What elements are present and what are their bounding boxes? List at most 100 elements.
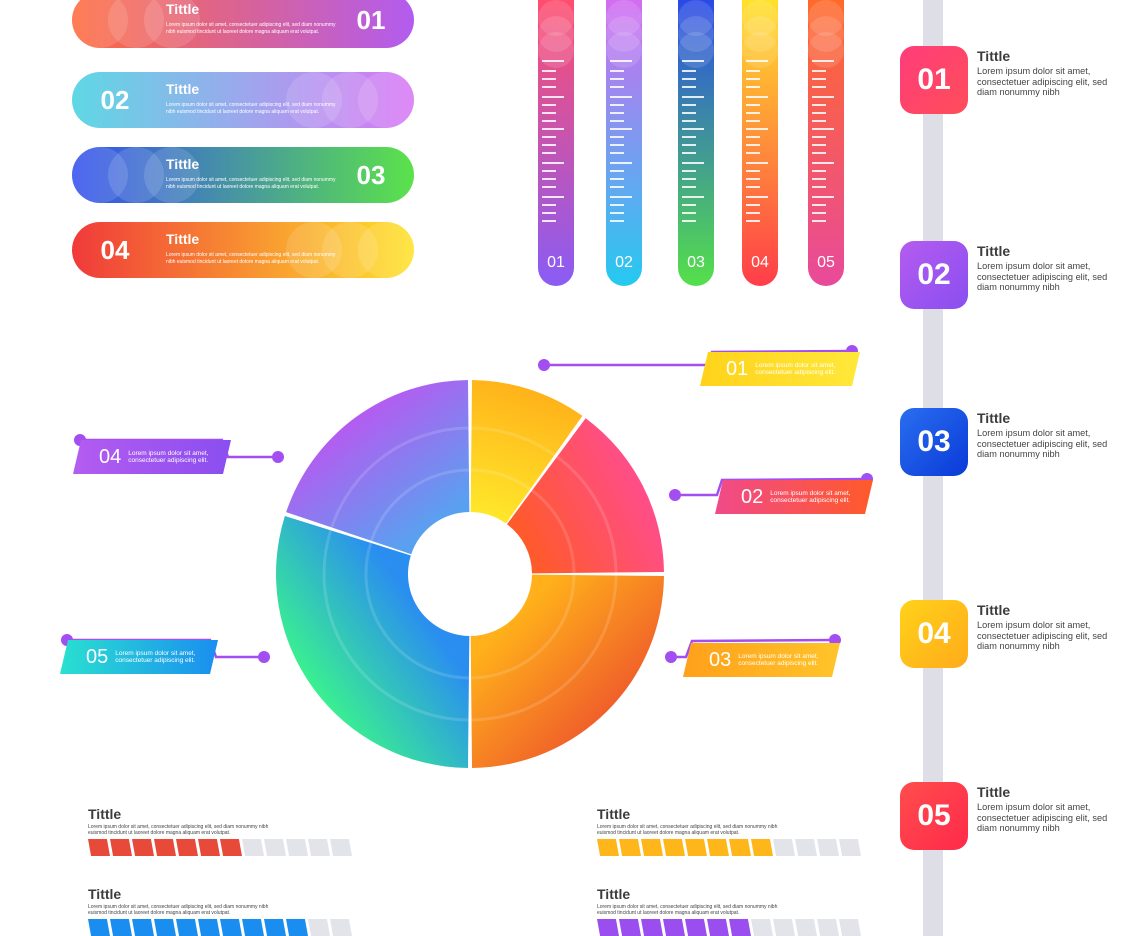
thermometer-tick xyxy=(746,220,760,222)
callout-01: 01 Lorem ipsum dolor sit amet, consectet… xyxy=(700,352,860,386)
progress-segment-filled xyxy=(198,839,220,856)
thermometer-03: 03 xyxy=(678,0,714,286)
thermometer-tick xyxy=(682,196,704,198)
thermometer-02: 02 xyxy=(606,0,642,286)
progress-bar xyxy=(597,839,867,856)
thermometer-tick xyxy=(746,136,760,138)
progress-title: Tittle xyxy=(597,806,631,822)
thermometer-tick xyxy=(746,196,768,198)
progress-segment-filled xyxy=(663,919,685,936)
thermometer-tick xyxy=(812,152,826,154)
callout-number: 04 xyxy=(99,445,122,468)
timeline-badge: 01 xyxy=(900,46,968,114)
progress-segment-filled xyxy=(220,839,242,856)
progress-segment-filled xyxy=(641,919,663,936)
timeline-badge: 04 xyxy=(900,600,968,668)
progress-segment-filled xyxy=(729,839,751,856)
donut-segment-01 xyxy=(470,380,583,524)
timeline-text: Lorem ipsum dolor sit amet, consectetuer… xyxy=(977,428,1108,459)
thermometer-tick xyxy=(682,170,696,172)
thermometer-tick xyxy=(542,78,556,80)
banner-number: 01 xyxy=(356,4,386,35)
thermometer-tick xyxy=(610,60,632,62)
thermometer-tick xyxy=(682,78,696,80)
progress-item-red: Tittle Lorem ipsum dolor sit amet, conse… xyxy=(88,806,358,856)
callout-text: Lorem ipsum dolor sit amet, consectetuer… xyxy=(770,489,851,504)
callout-text: Lorem ipsum dolor sit amet, consectetuer… xyxy=(128,449,209,464)
thermometer-tick xyxy=(812,204,826,206)
timeline-title: Tittle xyxy=(977,784,1011,800)
progress-text: Lorem ipsum dolor sit amet, consectetuer… xyxy=(597,904,778,916)
progress-segment-filled xyxy=(729,919,751,936)
progress-segment-filled xyxy=(707,919,729,936)
callout-number: 03 xyxy=(709,648,732,671)
progress-segment-empty xyxy=(330,919,352,936)
progress-segment-empty xyxy=(773,919,795,936)
thermometer-tick xyxy=(542,104,556,106)
thermometer-tick xyxy=(610,170,624,172)
thermometer-cap xyxy=(808,16,844,52)
thermometer-tick xyxy=(682,178,696,180)
callout-text: Lorem ipsum dolor sit amet, consectetuer… xyxy=(738,652,819,667)
thermometer-cap xyxy=(606,32,642,68)
callout-number: 05 xyxy=(86,645,109,668)
progress-segment-empty xyxy=(839,839,861,856)
progress-segment-filled xyxy=(198,919,220,936)
callout-05: 05 Lorem ipsum dolor sit amet, consectet… xyxy=(60,640,218,674)
timeline-text: Lorem ipsum dolor sit amet, consectetuer… xyxy=(977,261,1108,292)
thermometer-tick xyxy=(812,162,834,164)
progress-segment-empty xyxy=(773,839,795,856)
donut-segment-02 xyxy=(506,418,664,574)
callout-text: Lorem ipsum dolor sit amet, consectetuer… xyxy=(115,649,196,664)
progress-segment-filled xyxy=(154,919,176,936)
thermometer-tick xyxy=(610,86,624,88)
thermometer-tick xyxy=(682,144,696,146)
thermometer-tick xyxy=(746,96,768,98)
thermometer-tick xyxy=(542,128,564,130)
thermometer-tick xyxy=(610,144,624,146)
thermometer-number: 02 xyxy=(615,254,633,271)
thermometer-tick xyxy=(746,128,768,130)
donut-ring xyxy=(330,426,469,528)
thermometer-cap xyxy=(742,32,778,68)
thermometer-tick xyxy=(812,60,834,62)
thermometer-number: 05 xyxy=(817,254,835,271)
thermometer-tick xyxy=(542,136,556,138)
thermometer-group: 01 02 03 04 05 xyxy=(538,0,844,290)
banner-item-02: 02 Tittle Lorem ipsum dolor sit amet, co… xyxy=(72,72,414,128)
progress-segment-filled xyxy=(751,839,773,856)
thermometer-tick xyxy=(610,196,632,198)
thermometer-tick xyxy=(542,96,564,98)
progress-segment-filled xyxy=(597,919,619,936)
progress-segment-filled xyxy=(242,919,264,936)
thermometer-cap xyxy=(678,32,714,68)
thermometer-tick xyxy=(610,162,632,164)
thermometer-tick xyxy=(812,70,826,72)
thermometer-tick xyxy=(542,120,556,122)
progress-segment-empty xyxy=(817,919,839,936)
progress-segment-filled xyxy=(663,839,685,856)
progress-title: Tittle xyxy=(88,806,122,822)
thermometer-tick xyxy=(746,204,760,206)
progress-title: Tittle xyxy=(597,886,631,902)
donut-ring xyxy=(471,426,556,457)
callout-02: 02 Lorem ipsum dolor sit amet, consectet… xyxy=(715,480,873,514)
thermometer-cap xyxy=(678,16,714,52)
thermometer-tick xyxy=(610,136,624,138)
thermometer-cap xyxy=(808,0,844,36)
leader-line-03 xyxy=(671,638,836,659)
thermometer-tick xyxy=(746,162,768,164)
thermometer-tick xyxy=(746,178,760,180)
thermometer-tick xyxy=(746,170,760,172)
thermometer-tick xyxy=(812,170,826,172)
progress-segment-filled xyxy=(176,919,198,936)
timeline-item-02: 02 Tittle Lorem ipsum dolor sit amet, co… xyxy=(900,241,1130,321)
thermometer-tick xyxy=(682,86,696,88)
thermometer-tick xyxy=(812,104,826,106)
thermometer-tick xyxy=(682,70,696,72)
thermometer-tick xyxy=(610,128,632,130)
thermometer-tick xyxy=(682,162,704,164)
progress-segment-empty xyxy=(242,839,264,856)
thermometer-tick xyxy=(682,186,696,188)
thermometer-number: 04 xyxy=(751,254,769,271)
